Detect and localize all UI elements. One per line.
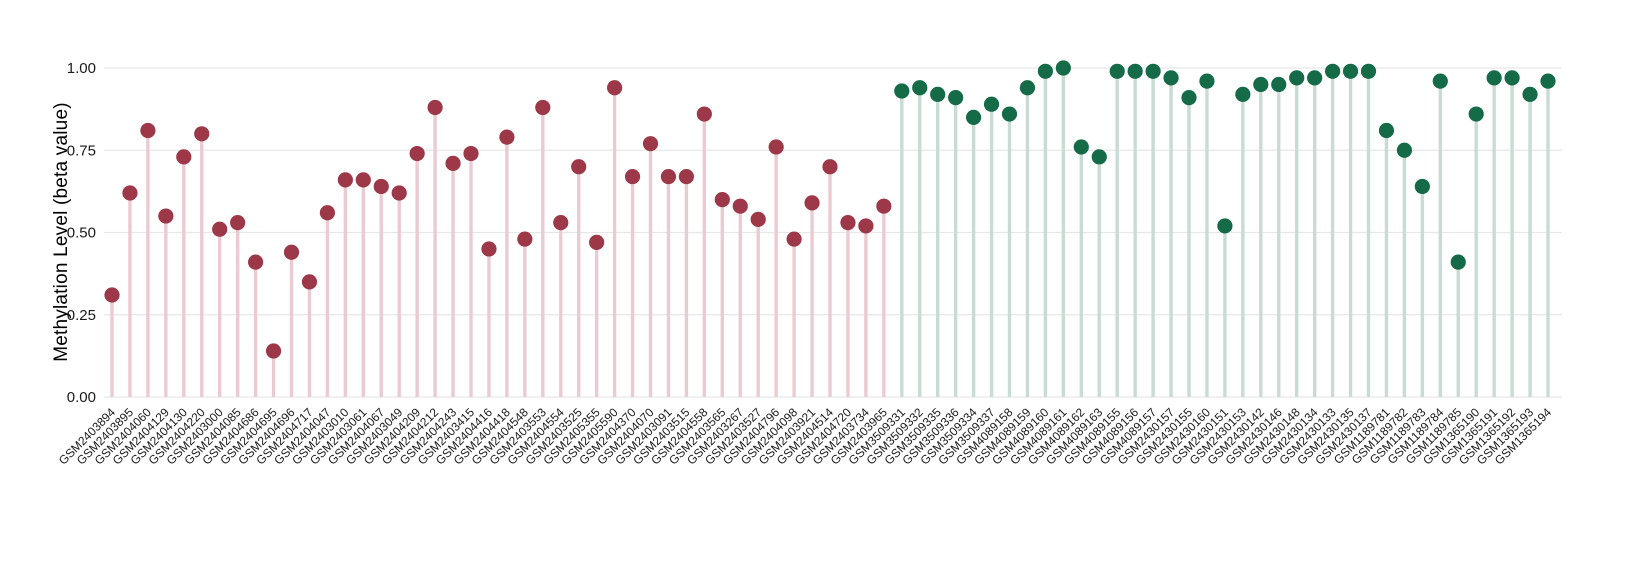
lollipop-dot	[391, 185, 407, 201]
lollipop-dot	[463, 145, 479, 162]
lollipop-dot	[642, 136, 659, 152]
lollipop-dot	[535, 99, 551, 116]
lollipop-dot	[1019, 80, 1036, 96]
lollipop-dot	[445, 155, 461, 172]
lollipop-dot	[1432, 73, 1448, 89]
lollipop-dot	[930, 86, 946, 102]
lollipop-dot	[858, 218, 874, 234]
lollipop-dot	[301, 274, 318, 290]
lollipop-dot	[1199, 73, 1215, 89]
lollipop-dot	[499, 129, 515, 145]
lollipop-dot	[1145, 63, 1161, 79]
lollipop-dot	[732, 198, 748, 214]
lollipop-dot	[176, 149, 192, 165]
lollipop-dot	[589, 234, 605, 250]
lollipop-dot	[1307, 70, 1323, 86]
lollipop-dot	[248, 254, 264, 270]
lollipop-dot	[696, 106, 712, 122]
lollipop-dot	[1127, 63, 1143, 79]
lollipop-dot	[1325, 63, 1341, 79]
lollipop-dot	[104, 287, 120, 303]
lollipop-dot	[714, 192, 730, 208]
y-tick-label: 0.25	[67, 307, 96, 324]
lollipop-dot	[786, 231, 802, 247]
lollipop-dot	[1504, 70, 1520, 86]
y-tick-label: 0.50	[67, 225, 96, 242]
lollipop-dot	[1001, 106, 1018, 122]
lollipop-dot	[1109, 63, 1125, 79]
lollipop-dot	[1450, 254, 1466, 270]
lollipop-dot	[1217, 218, 1233, 234]
lollipop-dot	[355, 172, 371, 188]
lollipop-dot	[319, 205, 335, 221]
lollipop-dot	[804, 195, 820, 211]
lollipop-dot	[750, 211, 766, 227]
y-tick-label: 0.75	[67, 142, 96, 159]
lollipop-dot	[624, 168, 641, 185]
lollipop-dot	[337, 172, 353, 188]
lollipop-dot	[1271, 76, 1287, 93]
lollipop-dot	[1163, 70, 1179, 86]
lollipop-dot	[1181, 90, 1197, 106]
lollipop-dot	[230, 215, 246, 231]
lollipop-dot	[481, 241, 497, 257]
lollipop-dot	[1091, 149, 1107, 165]
lollipop-dot	[212, 221, 228, 237]
lollipop-dot	[1486, 70, 1502, 86]
lollipop-dot	[912, 80, 928, 96]
lollipop-dot	[948, 90, 964, 106]
lollipop-dot	[283, 244, 300, 260]
lollipop-dot	[1073, 139, 1089, 155]
lollipop-dot	[571, 159, 587, 175]
lollipop-dot	[983, 96, 1000, 112]
lollipop-dot	[607, 80, 623, 96]
lollipop-dot	[1396, 142, 1412, 158]
y-axis-title: Methylation Level (beta value)	[51, 102, 72, 362]
y-tick-label: 0.00	[67, 389, 96, 406]
lollipop-dot	[517, 231, 533, 247]
lollipop-dot	[1235, 86, 1251, 102]
lollipop-dot	[660, 168, 677, 185]
y-tick-label: 1.00	[67, 60, 96, 77]
lollipop-dot	[876, 198, 892, 214]
lollipop-dot	[1522, 86, 1538, 102]
lollipop-dot	[1289, 70, 1305, 86]
lollipop-dot	[265, 343, 282, 359]
lollipop-dot	[822, 159, 838, 175]
lollipop-dot	[409, 145, 425, 162]
lollipop-dot	[678, 168, 695, 185]
lollipop-dot	[1055, 60, 1071, 76]
lollipop-dot	[373, 178, 389, 195]
lollipop-dot	[768, 139, 784, 155]
lollipop-dot	[966, 109, 982, 125]
lollipop-dot	[140, 122, 156, 139]
lollipop-dot	[553, 215, 569, 231]
lollipop-dot	[894, 83, 910, 99]
lollipop-dot	[194, 126, 210, 142]
lollipop-dot	[1342, 63, 1359, 79]
lollipop-dot	[1468, 106, 1484, 122]
lollipop-dot	[1540, 73, 1556, 89]
lollipop-dot	[122, 185, 138, 201]
lollipop-dot	[1378, 122, 1395, 139]
lollipop-dot	[1414, 178, 1430, 195]
lollipop-dot	[427, 99, 443, 116]
lollipop-dot	[158, 208, 174, 224]
lollipop-dot	[840, 215, 856, 231]
lollipop-dot	[1360, 63, 1377, 79]
lollipop-dot	[1253, 76, 1269, 93]
lollipop-dot	[1037, 63, 1053, 79]
